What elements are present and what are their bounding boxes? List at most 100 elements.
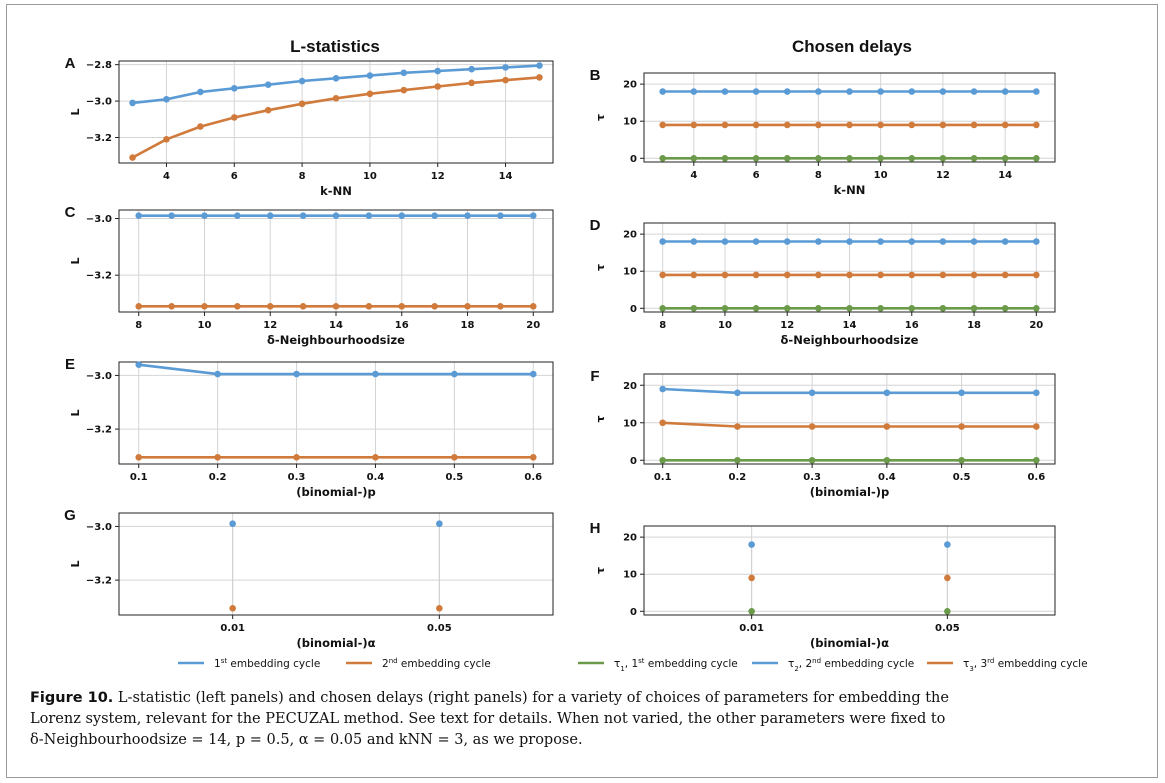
data-point (690, 238, 698, 245)
data-point (163, 136, 170, 143)
data-point (883, 423, 891, 430)
data-point (752, 88, 760, 95)
y-tick-label: 20 (623, 80, 637, 91)
data-point (748, 541, 755, 548)
data-point (1033, 423, 1040, 430)
panel-h: 0.01 0.05 0 10 20 (binomial-)α τ H (590, 520, 1056, 650)
axes-frame (118, 361, 554, 465)
data-point (970, 88, 978, 95)
x-tick-label: 0.3 (288, 472, 306, 483)
x-axis-label: (binomial-)p (810, 485, 889, 499)
data-point (659, 154, 666, 162)
y-axis-label: τ (594, 264, 607, 271)
data-point (846, 121, 853, 129)
data-point (815, 88, 822, 95)
data-point (1001, 121, 1009, 129)
data-point (939, 238, 947, 245)
data-point (970, 154, 978, 162)
data-point (721, 238, 729, 245)
data-point (908, 304, 916, 312)
y-axis-label: τ (594, 415, 607, 422)
axes-frame (643, 525, 1056, 616)
y-tick-label: −3.2 (86, 425, 112, 436)
data-point (659, 419, 666, 427)
data-point (877, 304, 884, 312)
x-tick-label: 8 (659, 320, 666, 331)
panel-e: 0.1 0.2 0.3 0.4 0.5 0.6 −3.0 −3.2 (binomial-)p L E (65, 356, 554, 499)
data-point (398, 303, 406, 310)
data-point (815, 304, 822, 312)
caption-line-2: Lorenz system, relevant for the PECUZAL … (30, 711, 946, 727)
y-tick-label: 0 (630, 456, 637, 467)
data-point (1033, 121, 1040, 129)
data-point (264, 81, 272, 88)
data-point (970, 304, 978, 312)
panel-letter: C (65, 204, 76, 221)
data-point (939, 304, 947, 312)
x-tick-label: 10 (198, 320, 212, 331)
data-point (808, 423, 816, 430)
series-line (138, 363, 534, 376)
data-point (958, 456, 965, 464)
x-tick-label: 16 (395, 320, 409, 331)
y-tick-label: 20 (623, 230, 637, 241)
data-point (168, 212, 175, 219)
y-tick-label: 0 (630, 607, 637, 618)
x-tick-label: 12 (263, 320, 277, 331)
data-point (721, 271, 729, 279)
data-point (298, 77, 306, 85)
axes-frame (118, 512, 554, 616)
data-point (1033, 238, 1040, 245)
data-point (815, 121, 822, 129)
x-tick-label: 14 (329, 320, 343, 331)
legend-label: τ1, 1st embedding cycle (614, 657, 738, 673)
data-point (908, 88, 916, 95)
data-point (332, 95, 340, 102)
x-tick-label: 0.5 (953, 472, 971, 483)
data-point (536, 74, 543, 81)
y-axis-label: L (69, 257, 82, 264)
x-axis-label: k-NN (320, 184, 352, 198)
y-tick-label: −3.2 (86, 133, 112, 144)
data-point (1001, 271, 1009, 279)
x-tick-label: 0.4 (878, 472, 896, 483)
data-point (748, 607, 755, 615)
data-point (752, 154, 760, 162)
data-point (366, 90, 374, 98)
x-tick-label: 0.3 (803, 472, 821, 483)
x-tick-label: 14 (499, 171, 513, 182)
panel-letter: F (590, 368, 599, 385)
data-point (815, 271, 822, 279)
data-point (400, 86, 408, 94)
data-point (529, 370, 537, 378)
y-axis-label: τ (594, 114, 607, 121)
data-point (502, 64, 509, 71)
data-point (464, 303, 471, 310)
x-tick-label: 18 (461, 320, 475, 331)
data-point (734, 456, 741, 464)
legend-item: 2nd embedding cycle (346, 657, 491, 670)
data-point (846, 154, 853, 162)
data-point (808, 389, 816, 397)
data-point (939, 121, 947, 129)
data-point (266, 303, 274, 310)
legend-item: τ2, 2nd embedding cycle (752, 657, 914, 673)
data-point (332, 303, 340, 310)
data-point (944, 607, 951, 615)
x-axis-label: (binomial-)α (296, 636, 375, 650)
caption-line-1: L-statistic (left panels) and chosen del… (117, 690, 949, 706)
y-tick-label: 10 (623, 418, 637, 429)
x-tick-label: 12 (936, 170, 950, 181)
data-point (944, 574, 951, 582)
data-point (748, 574, 755, 582)
legend-item: τ1, 1st embedding cycle (578, 657, 738, 673)
x-tick-label: 0.1 (654, 472, 672, 483)
panel-letter: H (590, 520, 601, 537)
data-point (846, 238, 853, 245)
y-tick-label: 20 (623, 381, 637, 392)
data-point (939, 88, 947, 95)
y-axis-label: L (69, 108, 82, 115)
data-point (129, 99, 136, 107)
data-point (659, 271, 666, 279)
x-tick-label: 0.05 (427, 623, 452, 634)
